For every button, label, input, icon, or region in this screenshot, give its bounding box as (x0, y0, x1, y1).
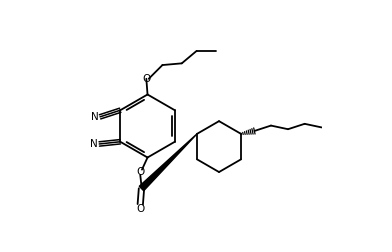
Polygon shape (139, 134, 197, 191)
Text: O: O (136, 204, 144, 214)
Text: N: N (91, 112, 98, 122)
Text: O: O (142, 74, 151, 84)
Text: O: O (136, 167, 144, 177)
Text: N: N (90, 139, 98, 149)
